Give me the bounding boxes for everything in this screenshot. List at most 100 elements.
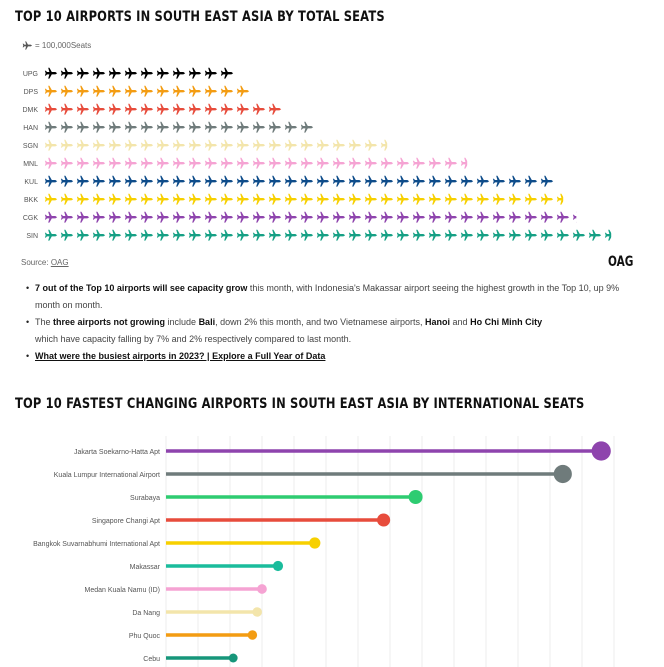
airplane-icon (124, 139, 138, 151)
airplane-shape (348, 193, 362, 205)
airplane-shape (380, 193, 394, 205)
airplane-icon (364, 193, 378, 205)
pictogram-title: TOP 10 AIRPORTS IN SOUTH EAST ASIA BY TO… (15, 9, 385, 25)
airplane-shape (476, 211, 490, 223)
airplane-shape (60, 211, 74, 223)
airplane-shape (92, 103, 106, 115)
airplane-icon (204, 193, 218, 205)
airplane-icon (380, 193, 394, 205)
airplane-shape (156, 121, 170, 133)
airplane-shape (92, 175, 106, 187)
lollipop-dot (377, 513, 391, 527)
airplane-shape (204, 139, 218, 151)
airplane-icon (140, 85, 154, 97)
airplane-icon (44, 193, 58, 205)
airplane-shape (188, 67, 202, 79)
airplane-icon (124, 211, 138, 223)
airplane-icon (44, 85, 58, 97)
bar-label: Singapore Changi Apt (92, 518, 160, 525)
airplane-shape (124, 67, 138, 79)
airplane-shape (540, 175, 554, 187)
airplane-icon (76, 139, 90, 151)
airplane-icon (76, 103, 90, 115)
airplane-shape (108, 175, 122, 187)
airplane-shape (124, 157, 138, 169)
airplane-icon (156, 175, 170, 187)
explore-link[interactable]: What were the busiest airports in 2023? … (35, 351, 326, 361)
airplane-shape (236, 103, 250, 115)
airplane-icon (44, 139, 58, 151)
airplane-icon (188, 67, 202, 79)
bar-label: Medan Kuala Namu (ID) (85, 587, 160, 594)
airplane-shape (364, 211, 378, 223)
airplane-shape (236, 85, 250, 97)
airplane-shape (268, 139, 282, 151)
airplane-shape (380, 157, 394, 169)
airplane-icon (572, 229, 586, 241)
airplane-shape (92, 121, 106, 133)
airplane-icon (92, 157, 106, 169)
airplane-shape (172, 175, 186, 187)
bar-label: Cebu (143, 656, 160, 663)
airplane-shape (492, 229, 506, 241)
airplane-icon (124, 175, 138, 187)
airplane-icon (428, 157, 442, 169)
row-label: KUL (24, 179, 38, 186)
airplane-shape (172, 139, 186, 151)
airplane-shape (44, 175, 58, 187)
airplane-icon (60, 229, 74, 241)
airplane-icon (316, 211, 330, 223)
airplane-shape (316, 157, 330, 169)
airplane-shape (188, 211, 202, 223)
airplane-shape (316, 193, 330, 205)
airplane-icon (140, 121, 154, 133)
airplane-shape (236, 229, 250, 241)
airplane-icon (412, 211, 426, 223)
bullet-bold: 7 out of the Top 10 airports will see ca… (35, 283, 248, 293)
airplane-shape (236, 211, 250, 223)
row-label: DMK (22, 107, 38, 114)
airplane-shape (124, 103, 138, 115)
airplane-icon (236, 121, 250, 133)
airplane-icon (396, 193, 410, 205)
bar-label: Surabaya (130, 495, 160, 502)
airplane-shape (124, 121, 138, 133)
bar-label: Makassar (130, 564, 161, 571)
airplane-icon (76, 85, 90, 97)
airplane-icon (444, 193, 458, 205)
airplane-icon (220, 139, 234, 151)
airplane-icon (492, 229, 506, 241)
airplane-shape (204, 175, 218, 187)
airplane-icon (204, 85, 218, 97)
source-link[interactable]: OAG (50, 258, 69, 267)
airplane-icon (556, 211, 570, 223)
airplane-icon (428, 193, 442, 205)
airplane-shape (92, 67, 106, 79)
airplane-shape (156, 157, 170, 169)
airplane-icon (332, 229, 346, 241)
airplane-icon (268, 211, 282, 223)
airplane-shape (300, 157, 314, 169)
airplane-icon (524, 175, 538, 187)
airplane-icon (236, 193, 250, 205)
airplane-shape (172, 211, 186, 223)
airplane-icon (124, 121, 138, 133)
airplane-shape (140, 121, 154, 133)
airplane-icon (396, 175, 410, 187)
airplane-shape (428, 229, 442, 241)
airplane-icon (220, 157, 234, 169)
airplane-icon (380, 211, 394, 223)
airplane-shape (236, 121, 250, 133)
airplane-shape (76, 175, 90, 187)
airplane-shape (188, 157, 202, 169)
airplane-shape (428, 175, 442, 187)
airplane-icon (300, 139, 314, 151)
airplane-icon (444, 211, 458, 223)
source: Source: OAG (21, 258, 69, 267)
airplane-shape (268, 157, 282, 169)
airplane-shape (252, 139, 266, 151)
airplane-icon (476, 193, 490, 205)
airplane-icon (412, 193, 426, 205)
airplane-shape (476, 193, 490, 205)
airplane-icon (492, 175, 506, 187)
